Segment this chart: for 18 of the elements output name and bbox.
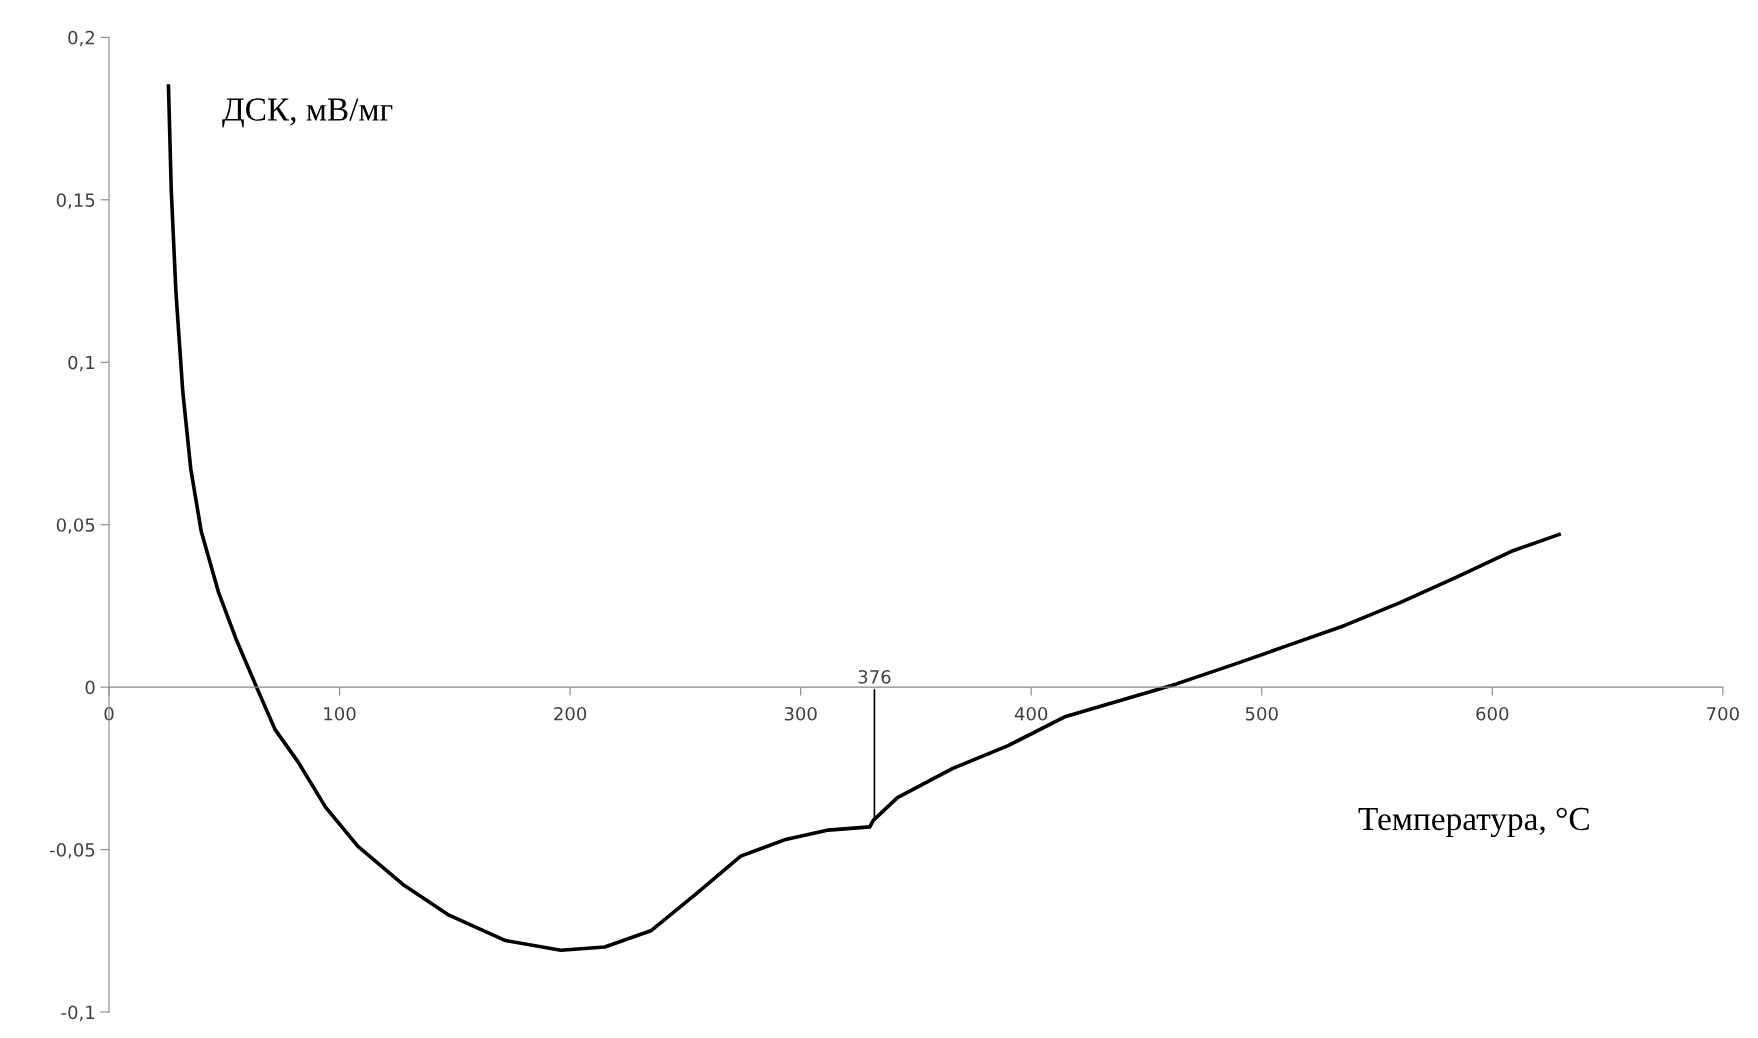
y-tick-label: -0,1 <box>61 1005 95 1022</box>
annotation: 376 <box>858 670 891 684</box>
x-tick-label: 200 <box>554 706 587 721</box>
x-tick-label: 100 <box>324 706 356 721</box>
x-tick-label: 700 <box>1707 706 1739 721</box>
x-tick-label: 0 <box>104 706 114 721</box>
y-tick-label: 0,2 <box>68 30 94 47</box>
y-tick-label: 0 <box>85 680 95 695</box>
x-axis-title: Температура, °C <box>1358 807 1589 838</box>
y-tick-label: -0,05 <box>49 843 95 859</box>
y-axis-title: ДСК, мВ/мг <box>222 98 393 128</box>
x-tick-label: 600 <box>1476 706 1509 721</box>
y-tick-label: 0,05 <box>56 518 95 534</box>
x-tick-label: 500 <box>1245 706 1278 721</box>
y-tick-label: 0,1 <box>68 355 95 372</box>
y-tick-label: 0,15 <box>56 193 95 209</box>
x-tick-label: 300 <box>784 706 817 721</box>
x-tick-label: 400 <box>1014 706 1048 721</box>
